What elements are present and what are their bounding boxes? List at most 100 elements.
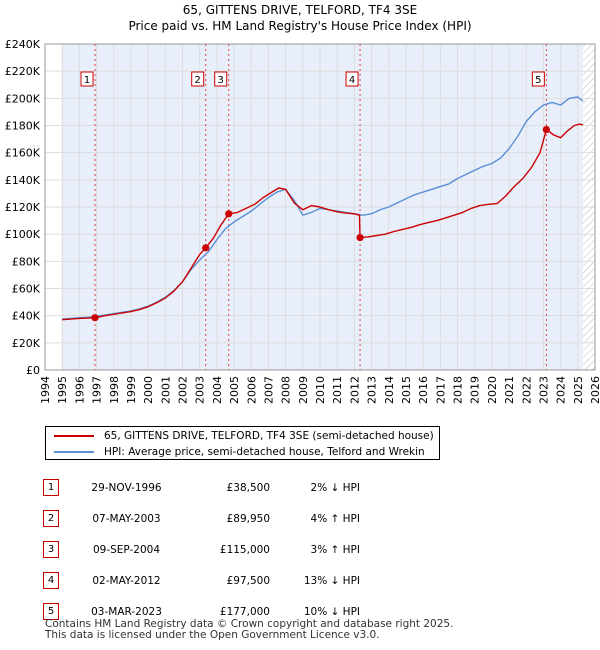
x-tick-label: 2019 bbox=[469, 376, 482, 404]
x-tick-label: 2010 bbox=[314, 376, 327, 404]
transaction-number: 1 bbox=[43, 479, 59, 496]
sale-label-number: 5 bbox=[535, 75, 541, 86]
price-chart: £0 £20K £40K £60K £80K £100K £120K £140K £160K £1… bbox=[5, 38, 600, 404]
legend-item-property: 65, GITTENS DRIVE, TELFORD, TF4 3SE (sem… bbox=[54, 429, 434, 443]
transaction-date: 03-MAR-2023 bbox=[91, 605, 162, 618]
x-tick-label: 2023 bbox=[537, 376, 550, 404]
footer: Contains HM Land Registry data © Crown c… bbox=[45, 619, 453, 641]
transaction-number: 2 bbox=[43, 510, 59, 527]
y-tick-label: £160K bbox=[5, 147, 41, 160]
sale-label-number: 4 bbox=[349, 75, 355, 86]
x-tick-label: 2011 bbox=[331, 376, 344, 404]
x-tick-label: 2004 bbox=[211, 376, 224, 404]
sale-point bbox=[356, 233, 364, 242]
x-tick-label: 2024 bbox=[555, 376, 568, 404]
x-tick-label: 2003 bbox=[194, 376, 207, 404]
footer-copyright: Contains HM Land Registry data © Crown c… bbox=[45, 618, 454, 630]
y-tick-label: £0 bbox=[26, 364, 40, 377]
transaction-hpi-diff: 10% ↓ HPI bbox=[303, 605, 360, 618]
sale-label-box bbox=[531, 71, 545, 87]
table-row: 4 02-MAY-2012 £97,500 13% ↓ HPI bbox=[43, 565, 360, 596]
transaction-price: £115,000 bbox=[219, 543, 270, 556]
x-tick-label: 2016 bbox=[417, 376, 430, 404]
y-tick-label: £40K bbox=[12, 310, 41, 323]
y-tick-label: £120K bbox=[5, 201, 41, 214]
transaction-price: £38,500 bbox=[226, 481, 270, 494]
x-tick-label: 1995 bbox=[56, 376, 69, 404]
transaction-number: 3 bbox=[43, 541, 59, 558]
y-tick-label: £20K bbox=[12, 337, 41, 350]
x-tick-label: 2009 bbox=[297, 376, 310, 404]
sale-point bbox=[91, 314, 99, 322]
transaction-date: 02-MAY-2012 bbox=[92, 574, 161, 587]
transaction-hpi-diff: 4% ↑ HPI bbox=[310, 512, 360, 525]
x-tick-label: 2026 bbox=[589, 376, 600, 404]
x-tick-label: 2017 bbox=[434, 376, 447, 404]
y-tick-label: £60K bbox=[12, 283, 41, 296]
transaction-date: 09-SEP-2004 bbox=[92, 543, 161, 556]
legend: 65, GITTENS DRIVE, TELFORD, TF4 3SE (sem… bbox=[45, 426, 440, 460]
x-tick-label: 2008 bbox=[280, 376, 293, 404]
sale-point bbox=[202, 244, 210, 252]
x-tick-label: 1998 bbox=[108, 376, 121, 404]
sale-label-box bbox=[345, 71, 359, 87]
table-row: 3 09-SEP-2004 £115,000 3% ↑ HPI bbox=[43, 534, 360, 565]
chart-subtitle: Price paid vs. HM Land Registry's House … bbox=[128, 19, 472, 33]
sale-label-number: 2 bbox=[195, 75, 201, 86]
legend-swatch-hpi bbox=[54, 451, 94, 453]
x-tick-label: 2001 bbox=[159, 376, 172, 404]
x-tick-label: 2021 bbox=[503, 376, 516, 404]
transaction-price: £177,000 bbox=[219, 605, 270, 618]
x-tick-label: 1994 bbox=[39, 376, 52, 404]
table-row: 1 29-NOV-1996 £38,500 2% ↓ HPI bbox=[43, 472, 360, 503]
series-line-property bbox=[62, 123, 584, 321]
x-tick-label: 2020 bbox=[486, 376, 499, 404]
x-tick-label: 2006 bbox=[245, 376, 258, 404]
transaction-hpi-diff: 3% ↑ HPI bbox=[310, 543, 360, 556]
legend-label-hpi: HPI: Average price, semi-detached house,… bbox=[104, 446, 425, 458]
transaction-number: 4 bbox=[43, 572, 59, 589]
table-row: 5 03-MAR-2023 £177,000 10% ↓ HPI bbox=[43, 596, 360, 627]
x-tick-label: 2015 bbox=[400, 376, 413, 404]
x-tick-label: 2000 bbox=[142, 376, 155, 404]
x-tick-label: 2007 bbox=[262, 376, 275, 404]
y-tick-label: £200K bbox=[5, 92, 41, 105]
footer-licence: This data is licensed under the Open Gov… bbox=[45, 629, 380, 641]
transaction-hpi-diff: 2% ↓ HPI bbox=[310, 481, 360, 494]
x-tick-label: 2013 bbox=[366, 376, 379, 404]
y-tick-label: £220K bbox=[5, 65, 41, 78]
table-row: 2 07-MAY-2003 £89,950 4% ↑ HPI bbox=[43, 503, 360, 534]
sale-label-box bbox=[80, 71, 94, 87]
chart-title: 65, GITTENS DRIVE, TELFORD, TF4 3SE bbox=[182, 3, 418, 17]
transaction-number: 5 bbox=[43, 603, 59, 620]
transaction-price: £97,500 bbox=[226, 574, 270, 587]
x-tick-label: 1997 bbox=[91, 376, 104, 404]
legend-label-property: 65, GITTENS DRIVE, TELFORD, TF4 3SE (sem… bbox=[104, 430, 434, 442]
legend-item-hpi: HPI: Average price, semi-detached house,… bbox=[54, 445, 425, 459]
y-tick-label: £240K bbox=[5, 38, 41, 51]
x-tick-label: 2002 bbox=[177, 376, 190, 404]
y-tick-label: £100K bbox=[5, 228, 41, 241]
sale-point bbox=[225, 210, 233, 218]
transaction-price: £89,950 bbox=[226, 512, 270, 525]
y-tick-label: £140K bbox=[5, 174, 41, 187]
transactions-table: 1 29-NOV-1996 £38,500 2% ↓ HPI 2 07-MAY-… bbox=[43, 472, 360, 627]
transaction-date: 29-NOV-1996 bbox=[91, 481, 162, 494]
x-tick-label: 2014 bbox=[383, 376, 396, 404]
sale-label-number: 1 bbox=[84, 75, 90, 86]
plot-frame bbox=[44, 43, 596, 371]
y-tick-label: £180K bbox=[5, 120, 41, 133]
x-tick-label: 2022 bbox=[520, 376, 533, 404]
x-tick-label: 2005 bbox=[228, 376, 241, 404]
sale-point bbox=[542, 125, 550, 134]
x-tick-label: 1999 bbox=[125, 376, 138, 404]
legend-swatch-property bbox=[54, 435, 94, 437]
y-tick-label: £80K bbox=[12, 255, 41, 268]
x-tick-label: 2025 bbox=[572, 376, 585, 404]
sale-label-number: 3 bbox=[218, 75, 224, 86]
x-tick-label: 2012 bbox=[348, 376, 361, 404]
sale-label-box bbox=[191, 71, 205, 87]
x-tick-label: 2018 bbox=[452, 376, 465, 404]
transaction-date: 07-MAY-2003 bbox=[92, 512, 161, 525]
transaction-hpi-diff: 13% ↓ HPI bbox=[303, 574, 360, 587]
